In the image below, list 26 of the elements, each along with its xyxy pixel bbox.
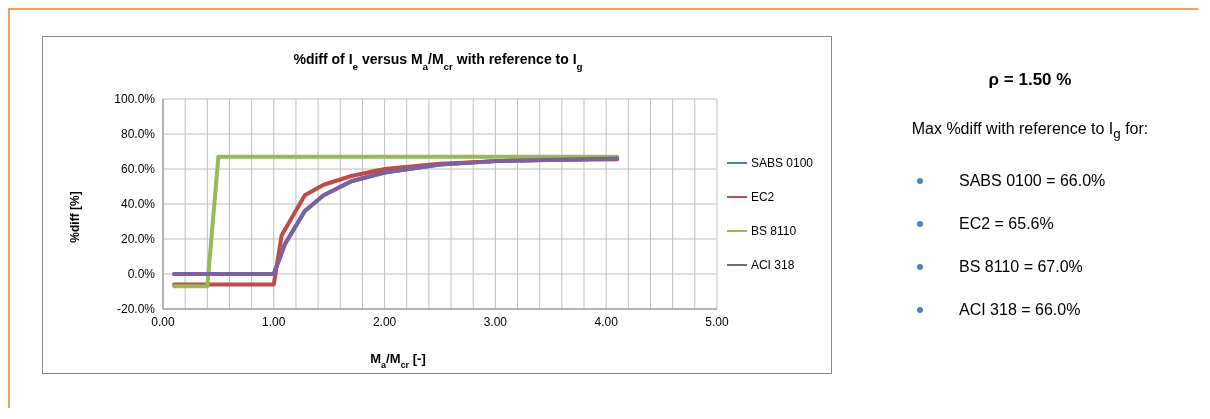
x-tick-label: 0.00: [151, 314, 175, 329]
legend-label: SABS 0100: [750, 156, 813, 170]
x-axis-title: M$_{a}$/M$_{cr}$ [-]: [370, 351, 426, 370]
text: Max %diff with reference to I$_{g}$ for:: [910, 120, 1150, 142]
x-tick-label: 1.00: [262, 314, 286, 329]
text: ACI 318 = 66.0%: [959, 300, 1081, 319]
legend-label: ACI 318: [750, 258, 795, 272]
text: EC2 = 65.6%: [959, 214, 1054, 233]
x-tick-label: 2.00: [372, 314, 397, 329]
y-tick-label: 100.0%: [114, 92, 156, 107]
text: ρ = 1.50 %: [987, 70, 1073, 90]
x-tick-label: 5.00: [705, 314, 729, 329]
y-tick-label: 60.0%: [120, 162, 156, 177]
y-tick-label: 80.0%: [120, 127, 156, 142]
y-tick-label: 0.0%: [127, 267, 156, 282]
y-axis-title: %diff [%]: [68, 191, 82, 243]
legend-label: BS 8110: [750, 224, 797, 238]
chart-title: %diff of I$_{e}$ versus M$_{a}$/M$_{cr}$ with reference to I$_{g}$: [293, 51, 583, 72]
x-tick-label: 4.00: [594, 314, 619, 329]
text: SABS 0100 = 66.0%: [959, 171, 1106, 190]
legend-label: EC2: [750, 190, 775, 204]
x-tick-label: 3.00: [483, 314, 508, 329]
text: BS 8110 = 67.0%: [959, 257, 1083, 276]
y-tick-label: 20.0%: [120, 232, 156, 247]
y-tick-label: -20.0%: [116, 302, 156, 317]
y-tick-label: 40.0%: [120, 197, 156, 212]
